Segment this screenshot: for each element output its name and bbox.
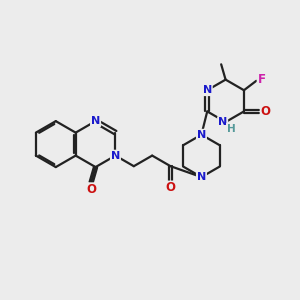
Text: O: O [261,105,271,118]
Text: N: N [202,85,212,95]
Text: O: O [166,182,176,194]
Text: H: H [226,124,235,134]
Text: N: N [197,172,206,182]
Text: N: N [91,116,100,126]
Text: N: N [197,130,206,140]
Text: N: N [218,117,227,127]
Text: N: N [111,151,120,160]
Text: F: F [258,73,266,86]
Text: O: O [86,183,96,196]
